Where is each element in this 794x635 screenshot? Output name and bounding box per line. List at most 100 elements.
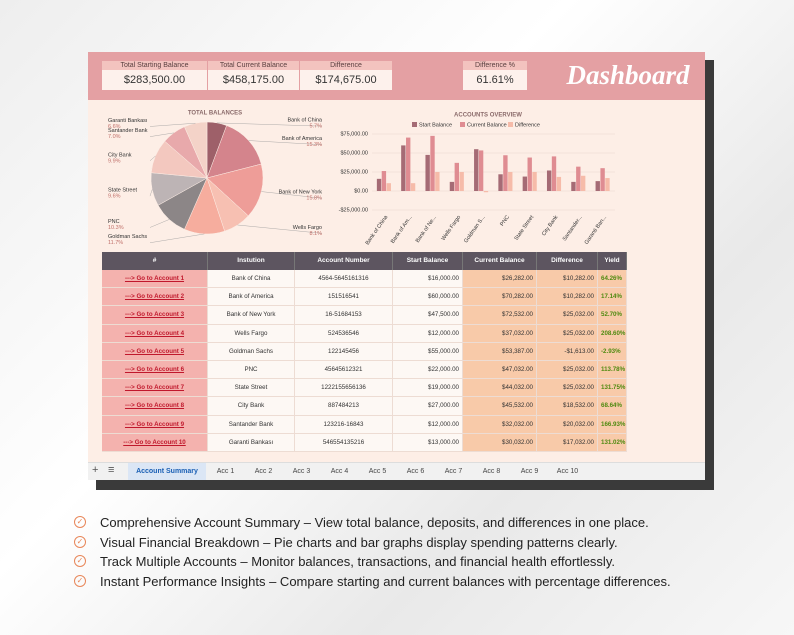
account-link[interactable]: ---> Go to Account 10 bbox=[102, 433, 208, 452]
account-link[interactable]: ---> Go to Account 4 bbox=[102, 324, 208, 343]
table-cell: $44,032.00 bbox=[463, 379, 537, 398]
table-cell: Bank of America bbox=[208, 288, 295, 307]
account-link[interactable]: ---> Go to Account 8 bbox=[102, 397, 208, 416]
account-link[interactable]: ---> Go to Account 3 bbox=[102, 306, 208, 325]
table-cell: $20,032.00 bbox=[537, 415, 598, 434]
account-link[interactable]: ---> Go to Account 9 bbox=[102, 415, 208, 434]
column-header: # bbox=[102, 252, 208, 270]
sheet-tab[interactable]: Acc 9 bbox=[520, 468, 539, 475]
account-link[interactable]: ---> Go to Account 7 bbox=[102, 379, 208, 398]
sheet-tab[interactable]: Acc 8 bbox=[482, 468, 501, 475]
sheet-tab[interactable]: Acc 10 bbox=[556, 468, 579, 475]
sheet-tab[interactable]: Acc 4 bbox=[330, 468, 349, 475]
column-header: Yield bbox=[598, 252, 627, 270]
table-cell: 122145456 bbox=[295, 342, 393, 361]
table-cell: $70,282.00 bbox=[463, 288, 537, 307]
table-cell: $72,532.00 bbox=[463, 306, 537, 325]
table-cell: $10,282.00 bbox=[537, 288, 598, 307]
table-cell: $47,032.00 bbox=[463, 361, 537, 380]
table-cell: City Bank bbox=[208, 397, 295, 416]
table-cell: Garanti Bankası bbox=[208, 433, 295, 452]
table-cell: 45645612321 bbox=[295, 361, 393, 380]
table-cell: PNC bbox=[208, 361, 295, 380]
dashboard-title: Dashboard bbox=[566, 60, 690, 90]
table-cell: 208.60% bbox=[598, 324, 627, 343]
table-cell: $25,032.00 bbox=[537, 324, 598, 343]
column-header: Current Balance bbox=[463, 252, 537, 270]
column-header: Start Balance bbox=[393, 252, 463, 270]
table-cell: $12,000.00 bbox=[393, 324, 463, 343]
summary-label: Total Starting Balance bbox=[102, 61, 208, 70]
check-icon: ✓ bbox=[74, 535, 86, 548]
sheet-tab[interactable]: Acc 3 bbox=[292, 468, 311, 475]
table-cell: $12,000.00 bbox=[393, 415, 463, 434]
table-cell: 1222155656136 bbox=[295, 379, 393, 398]
sheet-tab[interactable]: Acc 2 bbox=[254, 468, 273, 475]
table-cell: Bank of China bbox=[208, 270, 295, 289]
table-cell: 123216-16843 bbox=[295, 415, 393, 434]
table-cell: Bank of New York bbox=[208, 306, 295, 325]
table-cell: $17,032.00 bbox=[537, 433, 598, 452]
table-cell: $25,032.00 bbox=[537, 306, 598, 325]
check-icon: ✓ bbox=[74, 555, 86, 567]
table-cell: -$1,613.00 bbox=[537, 342, 598, 361]
table-cell: Wells Fargo bbox=[208, 324, 295, 343]
table-cell: $37,032.00 bbox=[463, 324, 537, 343]
table-cell: $10,282.00 bbox=[537, 270, 598, 289]
table-cell: -2.93% bbox=[598, 342, 627, 361]
table-cell: $18,532.00 bbox=[537, 397, 598, 416]
table-cell: 887484213 bbox=[295, 397, 393, 416]
table-cell: $27,000.00 bbox=[393, 397, 463, 416]
table-cell: $55,000.00 bbox=[393, 342, 463, 361]
table-cell: 131.75% bbox=[598, 379, 627, 398]
account-link[interactable]: ---> Go to Account 1 bbox=[102, 270, 208, 289]
column-header: Difference bbox=[537, 252, 598, 270]
summary-value: $283,500.00 bbox=[102, 70, 208, 90]
table-cell: 16-51684153 bbox=[295, 306, 393, 325]
table-cell: $25,032.00 bbox=[537, 379, 598, 398]
table-cell: 524536546 bbox=[295, 324, 393, 343]
sheet-tab[interactable]: Acc 1 bbox=[216, 468, 235, 475]
table-cell: Goldman Sachs bbox=[208, 342, 295, 361]
table-cell: 64.26% bbox=[598, 270, 627, 289]
table-cell: $16,000.00 bbox=[393, 270, 463, 289]
table-cell: 4564-5645161316 bbox=[295, 270, 393, 289]
account-link[interactable]: ---> Go to Account 2 bbox=[102, 288, 208, 307]
table-cell: $47,500.00 bbox=[393, 306, 463, 325]
sheet-tab[interactable]: Acc 7 bbox=[444, 468, 463, 475]
table-cell: $25,032.00 bbox=[537, 361, 598, 380]
sheet-tab[interactable]: Acc 6 bbox=[406, 468, 425, 475]
feature-text: Track Multiple Accounts – Monitor balanc… bbox=[100, 554, 615, 569]
column-header: Account Number bbox=[295, 252, 393, 270]
feature-text: Instant Performance Insights – Compare s… bbox=[100, 573, 671, 589]
check-icon: ✓ bbox=[74, 516, 86, 528]
sheet-tab[interactable]: Account Summary bbox=[128, 463, 206, 480]
account-link[interactable]: ---> Go to Account 5 bbox=[102, 342, 208, 361]
table-cell: $53,387.00 bbox=[463, 342, 537, 361]
feature-text: Visual Financial Breakdown – Pie charts … bbox=[100, 534, 618, 550]
check-icon: ✓ bbox=[74, 574, 86, 587]
summary-value: $458,175.00 bbox=[208, 70, 300, 90]
table-cell: 113.78% bbox=[598, 361, 627, 380]
table-cell: 131.02% bbox=[598, 433, 627, 452]
table-cell: $26,282.00 bbox=[463, 270, 537, 289]
table-cell: 546554135216 bbox=[295, 433, 393, 452]
account-link[interactable]: ---> Go to Account 6 bbox=[102, 361, 208, 380]
column-header: Instution bbox=[208, 252, 295, 270]
table-cell: State Street bbox=[208, 379, 295, 398]
table-cell: 151516541 bbox=[295, 288, 393, 307]
add-sheet[interactable]: + bbox=[92, 464, 99, 476]
table-cell: 17.14% bbox=[598, 288, 627, 307]
table-cell: 166.93% bbox=[598, 415, 627, 434]
table-cell: $60,000.00 bbox=[393, 288, 463, 307]
table-cell: $22,000.00 bbox=[393, 361, 463, 380]
sheet: Dashboard + ≡ Total Starting Balance $283… bbox=[88, 52, 705, 480]
tab-bar bbox=[88, 462, 705, 480]
pct-label: Difference % bbox=[463, 61, 527, 70]
summary-label: Total Current Balance bbox=[208, 61, 300, 70]
sheet-tab[interactable]: Acc 5 bbox=[368, 468, 387, 475]
table-cell: $30,032.00 bbox=[463, 433, 537, 452]
feature-text: Comprehensive Account Summary – View tot… bbox=[100, 515, 649, 530]
table-cell: $13,000.00 bbox=[393, 433, 463, 452]
sheet-menu[interactable]: ≡ bbox=[108, 464, 115, 476]
